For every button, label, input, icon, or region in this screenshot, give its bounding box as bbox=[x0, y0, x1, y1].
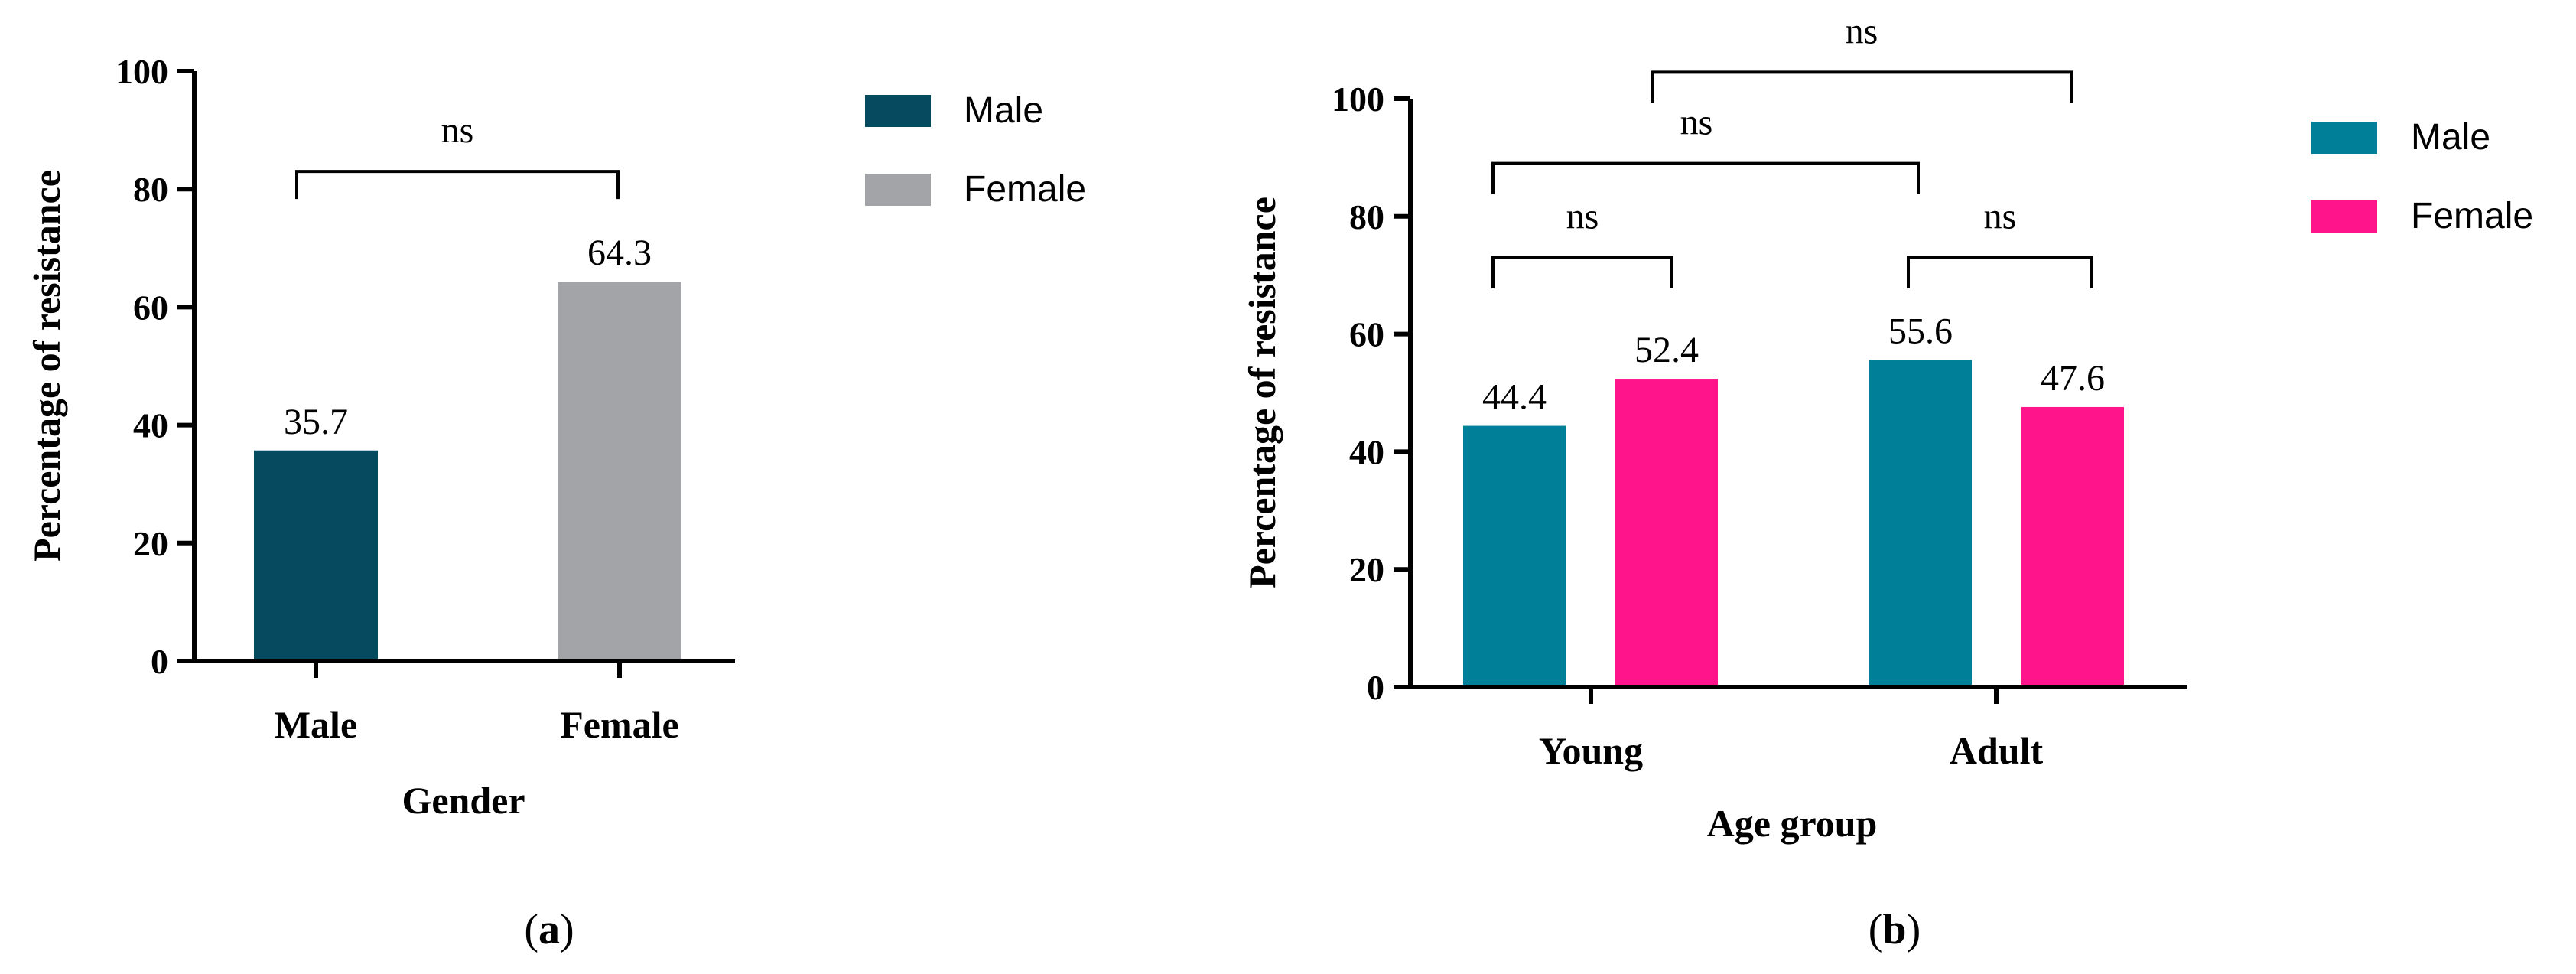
panel-a-bars bbox=[254, 282, 681, 661]
y-tick-label: 20 bbox=[1349, 550, 1384, 589]
panel-b-x-axis-title: Age group bbox=[1707, 802, 1878, 845]
panel-a: 0 20 40 60 80 100 35.7 64.3 ns Male Female Gend… bbox=[25, 52, 1086, 953]
data-label: 64.3 bbox=[587, 233, 652, 273]
y-tick-label: 0 bbox=[151, 642, 168, 681]
legend-label-male: Male bbox=[2411, 117, 2490, 158]
panel-a-label: (a) bbox=[524, 906, 574, 953]
x-tick-label-female: Female bbox=[560, 703, 678, 746]
panel-b-y-axis-title: Percentage of resistance bbox=[1241, 197, 1283, 588]
x-tick-label-adult: Adult bbox=[1950, 729, 2044, 772]
significance-label: ns bbox=[1846, 11, 1878, 51]
bar-adult-male bbox=[1869, 360, 1972, 687]
y-tick-label: 20 bbox=[133, 524, 168, 563]
data-label: 47.6 bbox=[2041, 358, 2105, 399]
y-tick-label: 40 bbox=[1349, 432, 1384, 471]
y-tick-label: 100 bbox=[1332, 80, 1384, 119]
y-tick-label: 80 bbox=[133, 170, 168, 209]
panel-b-significance-brackets: ns ns ns ns bbox=[1491, 11, 2093, 288]
bar-young-female bbox=[1615, 379, 1718, 687]
legend-swatch-male bbox=[2311, 122, 2377, 154]
significance-label: ns bbox=[1680, 103, 1713, 143]
panel-b-bars bbox=[1463, 360, 2124, 687]
y-tick-label: 100 bbox=[115, 52, 168, 91]
panel-b-label: (b) bbox=[1869, 906, 1921, 953]
panel-a-y-ticks: 0 20 40 60 80 100 bbox=[115, 52, 194, 681]
legend-label-female: Female bbox=[2411, 196, 2533, 236]
legend-label-male: Male bbox=[964, 90, 1043, 131]
significance-bracket bbox=[1651, 70, 2073, 103]
panel-b-legend: Male Female bbox=[2311, 117, 2533, 236]
legend-swatch-female bbox=[2311, 200, 2377, 233]
panel-a-significance-brackets: ns bbox=[295, 110, 620, 200]
legend-swatch-male bbox=[865, 95, 931, 127]
significance-bracket bbox=[1491, 256, 1673, 288]
bar-adult-female bbox=[2021, 406, 2124, 687]
panel-b-y-ticks: 0 20 40 60 80 100 bbox=[1332, 80, 1410, 707]
bar-female bbox=[558, 282, 681, 661]
legend-label-female: Female bbox=[964, 169, 1086, 210]
bar-young-male bbox=[1463, 425, 1566, 687]
x-tick-label-young: Young bbox=[1539, 729, 1643, 772]
y-tick-label: 40 bbox=[133, 406, 168, 445]
panel-b-x-ticks: Young Adult bbox=[1539, 687, 2044, 772]
legend-swatch-female bbox=[865, 174, 931, 206]
y-tick-label: 60 bbox=[133, 288, 168, 327]
x-tick-label-male: Male bbox=[275, 703, 357, 746]
significance-label: ns bbox=[1984, 197, 2017, 237]
data-label: 52.4 bbox=[1634, 330, 1699, 370]
panel-a-data-labels: 35.7 64.3 bbox=[284, 233, 652, 442]
panel-a-legend: Male Female bbox=[865, 90, 1086, 210]
data-label: 55.6 bbox=[1888, 311, 1953, 351]
y-tick-label: 80 bbox=[1349, 197, 1384, 236]
significance-bracket bbox=[1907, 256, 2093, 288]
significance-label: ns bbox=[1566, 197, 1599, 237]
bar-male bbox=[254, 450, 378, 661]
significance-label: ns bbox=[441, 110, 474, 151]
panel-a-x-axis-title: Gender bbox=[402, 779, 525, 822]
data-label: 44.4 bbox=[1482, 377, 1547, 418]
panel-b-data-labels: 44.4 52.4 55.6 47.6 bbox=[1482, 311, 2105, 417]
panel-b: 0 20 40 60 80 100 44.4 52.4 55.6 47.6 ns ns ns ns Y… bbox=[1241, 11, 2533, 953]
y-tick-label: 60 bbox=[1349, 315, 1384, 354]
y-tick-label: 0 bbox=[1367, 668, 1384, 707]
data-label: 35.7 bbox=[284, 402, 348, 442]
panel-a-y-axis-title: Percentage of resistance bbox=[25, 170, 68, 562]
significance-bracket bbox=[1491, 161, 1920, 194]
significance-bracket bbox=[295, 170, 620, 200]
panel-a-x-ticks: Male Female bbox=[275, 661, 679, 746]
